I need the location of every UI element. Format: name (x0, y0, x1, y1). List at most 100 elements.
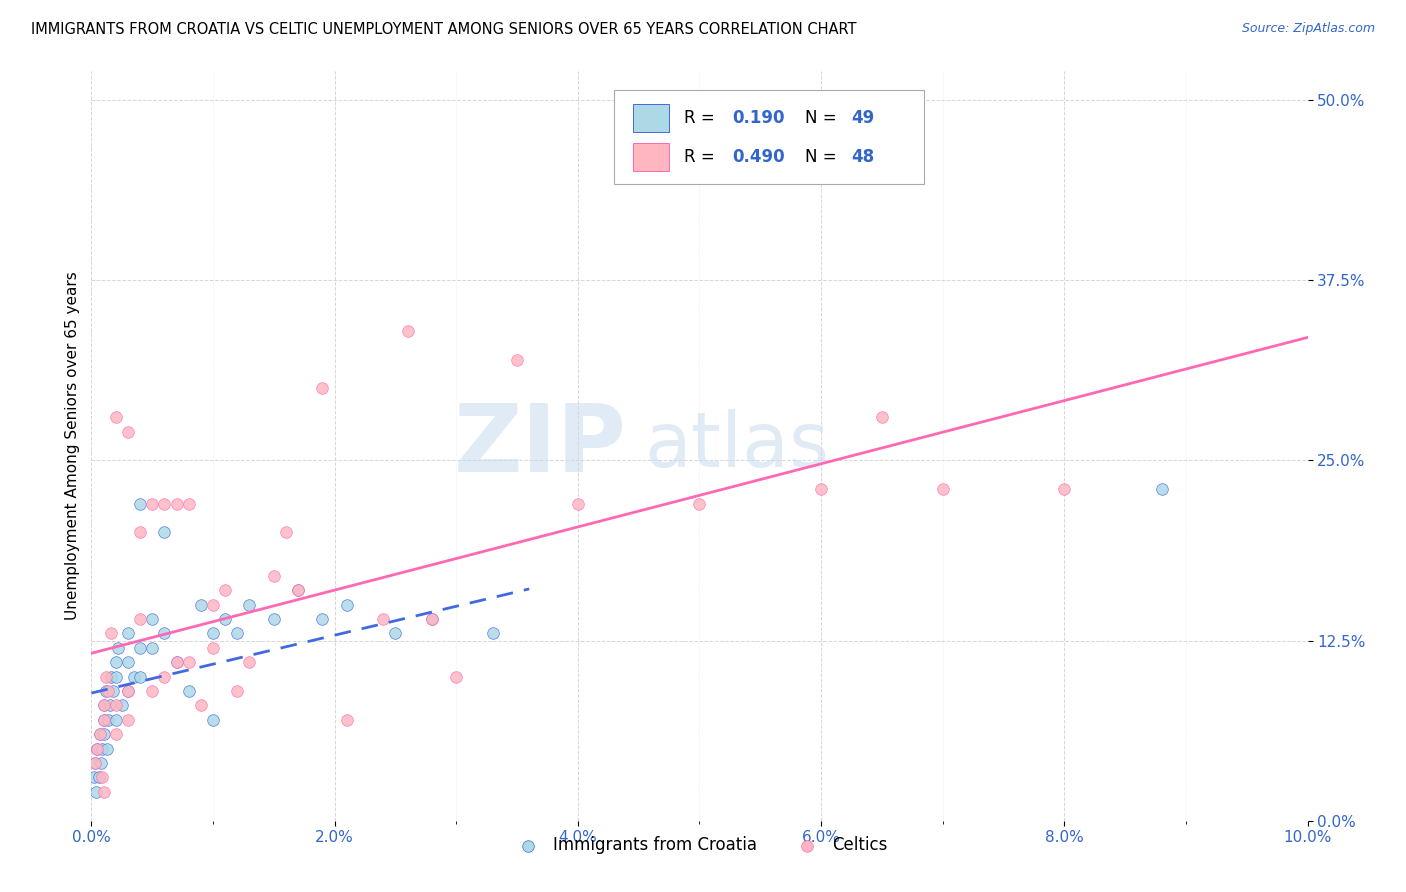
Point (93, 713, 115, 727)
Point (117, 684, 139, 698)
Point (226, 684, 249, 698)
Point (870, 410, 893, 425)
Point (1053, 482, 1076, 496)
Point (396, 324, 419, 338)
Point (129, 612, 152, 626)
Point (336, 713, 359, 727)
Point (141, 497, 163, 511)
Point (104, 669, 127, 683)
Point (129, 669, 152, 683)
Point (104, 713, 127, 727)
Text: 49: 49 (852, 109, 875, 127)
Point (117, 425, 139, 439)
Point (93, 727, 115, 741)
Legend: Immigrants from Croatia, Celtics: Immigrants from Croatia, Celtics (505, 830, 894, 861)
Point (153, 626, 176, 640)
Point (93, 713, 115, 727)
Point (153, 497, 176, 511)
Point (190, 698, 212, 713)
Point (311, 381, 333, 395)
Point (90, 756, 112, 770)
Point (166, 655, 188, 669)
Point (153, 525, 176, 540)
Point (931, 482, 953, 496)
Point (84, 756, 107, 770)
Point (84, 756, 107, 770)
Point (567, 497, 589, 511)
Point (420, 612, 443, 626)
Point (263, 568, 285, 582)
Y-axis label: Unemployment Among Seniors over 65 years: Unemployment Among Seniors over 65 years (65, 272, 80, 620)
Point (89, 727, 111, 741)
Point (810, 482, 832, 496)
Point (420, 612, 443, 626)
Point (100, 626, 122, 640)
Point (94, 684, 117, 698)
Point (1150, 482, 1173, 496)
Text: 0.190: 0.190 (733, 109, 785, 127)
Point (202, 598, 225, 612)
Point (141, 684, 163, 698)
Text: atlas: atlas (645, 409, 830, 483)
Text: N =: N = (806, 148, 842, 166)
Point (87, 771, 110, 785)
Point (86, 741, 108, 756)
Point (311, 612, 333, 626)
Point (97, 684, 120, 698)
Point (238, 655, 260, 669)
Point (177, 655, 200, 669)
Point (104, 727, 127, 741)
Point (141, 612, 163, 626)
Point (117, 713, 139, 727)
Point (202, 626, 225, 640)
Point (117, 655, 139, 669)
Point (117, 684, 139, 698)
Point (91, 771, 114, 785)
Point (444, 669, 467, 683)
Point (86, 741, 108, 756)
Point (214, 583, 236, 598)
Point (226, 626, 249, 640)
Point (202, 640, 225, 655)
Point (336, 598, 359, 612)
Text: IMMIGRANTS FROM CROATIA VS CELTIC UNEMPLOYMENT AMONG SENIORS OVER 65 YEARS CORRE: IMMIGRANTS FROM CROATIA VS CELTIC UNEMPL… (31, 22, 856, 37)
Point (122, 669, 145, 683)
Point (94, 669, 117, 683)
Point (153, 669, 176, 683)
Point (103, 684, 125, 698)
Text: R =: R = (683, 148, 720, 166)
Point (97, 713, 120, 727)
Point (688, 497, 710, 511)
Point (177, 684, 200, 698)
FancyBboxPatch shape (633, 103, 669, 132)
Point (177, 497, 200, 511)
Point (111, 698, 134, 713)
Point (89, 727, 111, 741)
Text: 48: 48 (852, 148, 875, 166)
Point (129, 497, 152, 511)
Point (287, 583, 309, 598)
Point (129, 525, 152, 540)
Point (100, 669, 122, 683)
Point (263, 612, 285, 626)
Point (129, 640, 152, 655)
Point (83, 771, 105, 785)
Point (91, 741, 114, 756)
Point (96, 741, 118, 756)
Point (166, 497, 188, 511)
Text: Source: ZipAtlas.com: Source: ZipAtlas.com (1241, 22, 1375, 36)
Point (274, 525, 297, 540)
Text: N =: N = (806, 109, 842, 127)
Point (373, 612, 395, 626)
Text: R =: R = (683, 109, 720, 127)
Point (98, 698, 121, 713)
Point (93, 698, 115, 713)
Point (481, 626, 503, 640)
Point (202, 713, 225, 727)
Point (166, 655, 188, 669)
Point (84, 785, 107, 799)
Point (190, 598, 212, 612)
FancyBboxPatch shape (614, 90, 925, 184)
Point (238, 598, 260, 612)
Point (287, 583, 309, 598)
